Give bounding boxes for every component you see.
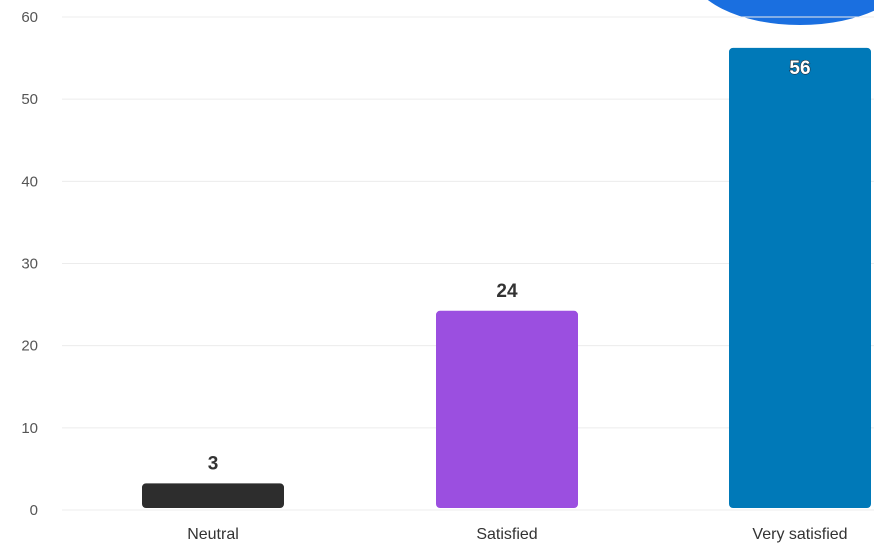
- y-tick-label: 50: [21, 91, 38, 108]
- bars: [142, 47, 871, 508]
- y-tick-label: 10: [21, 420, 38, 437]
- bar-satisfied: [436, 310, 578, 508]
- x-category-label: Very satisfied: [752, 526, 847, 543]
- y-tick-label: 20: [21, 338, 38, 355]
- y-tick-label: 60: [21, 9, 38, 26]
- y-tick-label: 0: [30, 502, 38, 519]
- bar-very-satisfied: [729, 47, 871, 508]
- corner-decoration-shape: [707, 0, 874, 25]
- x-category-label: Satisfied: [476, 526, 537, 543]
- y-tick-label: 40: [21, 173, 38, 190]
- x-category-label: Neutral: [187, 526, 239, 543]
- data-label: 24: [496, 281, 518, 302]
- y-axis-ticks: 0 10 20 30 40 50 60: [21, 9, 38, 519]
- y-tick-label: 30: [21, 256, 38, 273]
- data-label: 3: [208, 453, 219, 474]
- bar-neutral: [142, 483, 284, 508]
- x-axis-categories: Neutral Satisfied Very satisfied: [187, 526, 847, 543]
- data-labels: 3 24 56: [208, 57, 811, 474]
- data-label: 56: [789, 58, 810, 79]
